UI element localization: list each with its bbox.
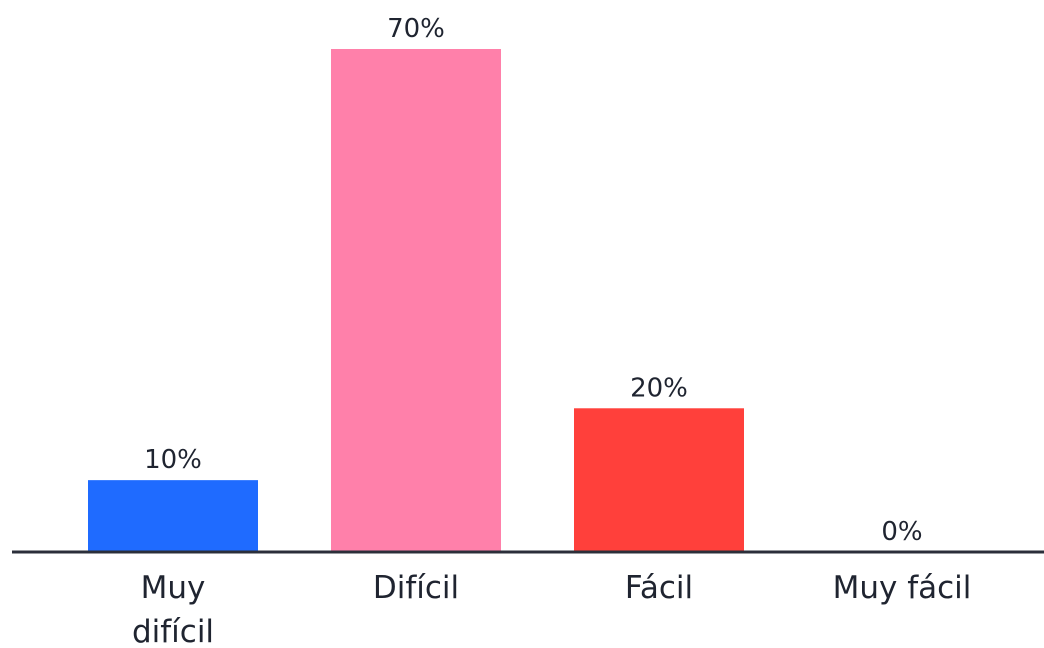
category-labels-group: Muy difícil Difícil Fácil Muy fácil [132, 570, 971, 648]
bar-2 [574, 408, 744, 552]
category-label-line: Difícil [373, 570, 459, 606]
bar-0 [88, 480, 258, 552]
value-label-1: 70% [387, 14, 445, 44]
category-label-2: Fácil [625, 570, 693, 606]
value-labels-group: 10% 70% 20% 0% [144, 14, 923, 547]
category-label-line: Muy [141, 570, 206, 606]
category-label-line: Fácil [625, 570, 693, 606]
value-label-0: 10% [144, 445, 202, 475]
bar-1 [331, 49, 501, 552]
category-label-1: Difícil [373, 570, 459, 606]
value-label-2: 20% [630, 373, 688, 403]
category-label-line: Muy fácil [833, 570, 972, 606]
category-label-3: Muy fácil [833, 570, 972, 606]
bars-group [88, 49, 744, 552]
category-label-0: Muy difícil [132, 570, 214, 648]
category-label-line: difícil [132, 614, 214, 648]
value-label-3: 0% [881, 517, 922, 547]
